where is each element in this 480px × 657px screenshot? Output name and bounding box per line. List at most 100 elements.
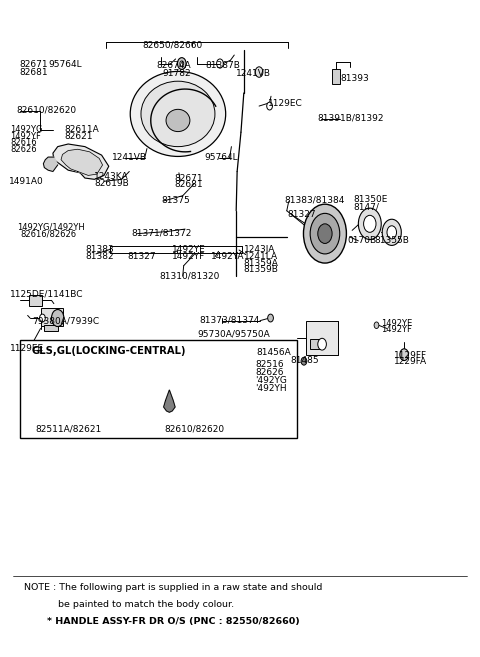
- Text: 1492YG: 1492YG: [10, 125, 42, 134]
- Text: 81371/81372: 81371/81372: [131, 229, 192, 237]
- Circle shape: [400, 349, 408, 361]
- Polygon shape: [61, 149, 103, 175]
- Text: 95730A/95750A: 95730A/95750A: [197, 329, 270, 338]
- Text: 81485: 81485: [290, 356, 319, 365]
- Text: '492YH: '492YH: [255, 384, 287, 392]
- Text: 0170B: 0170B: [348, 237, 376, 245]
- Text: 81359B: 81359B: [244, 265, 279, 274]
- Text: 81310/81320: 81310/81320: [160, 271, 220, 281]
- Text: 81382: 81382: [85, 252, 114, 261]
- Text: 1243JA: 1243JA: [244, 246, 275, 254]
- Text: 91782: 91782: [163, 69, 192, 78]
- Text: 1241LA: 1241LA: [244, 252, 278, 261]
- Text: 82626: 82626: [10, 145, 36, 154]
- Text: 82619B: 82619B: [95, 179, 129, 188]
- Text: 1492YF: 1492YF: [381, 325, 412, 334]
- Text: 81393: 81393: [340, 74, 369, 83]
- Text: 82681: 82681: [174, 180, 203, 189]
- Text: 82511A/82621: 82511A/82621: [36, 424, 102, 434]
- Text: GLS,GL(LOCKING-CENTRAL): GLS,GL(LOCKING-CENTRAL): [32, 346, 186, 355]
- Bar: [20, 340, 297, 438]
- Circle shape: [180, 61, 184, 66]
- Text: 81375: 81375: [161, 196, 190, 205]
- Circle shape: [301, 357, 307, 365]
- Ellipse shape: [303, 204, 347, 263]
- Text: 82616/82626: 82616/82626: [21, 229, 77, 238]
- Text: 1129FF: 1129FF: [394, 351, 427, 361]
- Text: 81355B: 81355B: [374, 237, 409, 245]
- Ellipse shape: [318, 224, 332, 244]
- Circle shape: [387, 226, 396, 239]
- Text: 82516: 82516: [255, 360, 284, 369]
- Text: 82611A: 82611A: [64, 125, 99, 134]
- Bar: [40, 308, 63, 326]
- Text: 1492YG/1492YH: 1492YG/1492YH: [17, 223, 84, 232]
- Text: 95764L: 95764L: [204, 152, 238, 162]
- Text: 1229FA: 1229FA: [394, 357, 427, 367]
- Bar: [310, 339, 320, 350]
- Circle shape: [359, 208, 381, 240]
- Circle shape: [267, 352, 269, 355]
- Text: 81350E: 81350E: [354, 195, 388, 204]
- Text: 82621: 82621: [64, 131, 93, 141]
- Text: 82671: 82671: [174, 173, 203, 183]
- Text: 82674A: 82674A: [156, 61, 191, 70]
- Text: 1492YE: 1492YE: [381, 319, 412, 328]
- Bar: [332, 70, 340, 84]
- Text: 1492YE: 1492YE: [172, 246, 206, 254]
- Circle shape: [178, 58, 186, 70]
- Text: NOTE : The following part is supplied in a raw state and should: NOTE : The following part is supplied in…: [24, 583, 323, 592]
- Text: 1492YF: 1492YF: [172, 252, 205, 261]
- Text: 1492YF: 1492YF: [10, 131, 41, 141]
- Circle shape: [374, 322, 379, 328]
- Ellipse shape: [310, 214, 340, 254]
- Circle shape: [265, 350, 270, 357]
- Text: be painted to match the body colour.: be painted to match the body colour.: [58, 600, 234, 609]
- Text: 81383: 81383: [85, 246, 114, 254]
- Text: 82616: 82616: [10, 138, 36, 147]
- Bar: [44, 325, 58, 331]
- Ellipse shape: [130, 72, 226, 156]
- Circle shape: [268, 314, 274, 322]
- Circle shape: [39, 314, 45, 322]
- Text: 81391B/81392: 81391B/81392: [317, 114, 384, 122]
- Text: 79380A/7939C: 79380A/7939C: [33, 316, 99, 325]
- Text: 1241VB: 1241VB: [236, 69, 271, 78]
- Text: 1129EC: 1129EC: [268, 99, 302, 108]
- Text: 1241VB: 1241VB: [112, 152, 147, 162]
- Text: 81383/81384: 81383/81384: [285, 195, 345, 204]
- Text: 81387B: 81387B: [205, 61, 240, 70]
- Text: 82681: 82681: [20, 68, 48, 77]
- Text: * HANDLE ASSY-FR DR O/S (PNC : 82550/82660): * HANDLE ASSY-FR DR O/S (PNC : 82550/826…: [47, 617, 300, 626]
- Text: 95764L: 95764L: [48, 60, 82, 70]
- Polygon shape: [53, 144, 109, 179]
- Ellipse shape: [166, 109, 190, 131]
- Polygon shape: [43, 157, 58, 171]
- Text: 1125DE/1141BC: 1125DE/1141BC: [10, 290, 84, 299]
- Text: 82610/82620: 82610/82620: [165, 424, 225, 434]
- Circle shape: [255, 67, 263, 78]
- Text: 8147/: 8147/: [354, 202, 380, 212]
- Circle shape: [318, 338, 326, 350]
- Text: 81456A: 81456A: [257, 348, 291, 357]
- Text: 1129EE: 1129EE: [10, 344, 44, 353]
- Ellipse shape: [141, 81, 215, 147]
- Circle shape: [267, 102, 273, 110]
- Text: 82610/82620: 82610/82620: [17, 106, 77, 114]
- Text: 1243KA: 1243KA: [95, 172, 129, 181]
- Text: 1491A0: 1491A0: [9, 177, 43, 187]
- Bar: [306, 321, 338, 355]
- Polygon shape: [164, 390, 175, 412]
- Text: 81327: 81327: [288, 210, 316, 219]
- Text: 82626: 82626: [255, 368, 284, 377]
- Bar: [29, 295, 42, 306]
- Circle shape: [51, 309, 64, 327]
- Text: 82650/82660: 82650/82660: [142, 40, 203, 49]
- Circle shape: [382, 219, 401, 246]
- Circle shape: [364, 215, 376, 233]
- Text: 1492YA: 1492YA: [211, 252, 245, 261]
- Text: '492YG: '492YG: [255, 376, 287, 385]
- Text: 81327: 81327: [128, 252, 156, 261]
- Text: 81359A: 81359A: [244, 259, 279, 267]
- Text: 81373/81374: 81373/81374: [199, 315, 260, 325]
